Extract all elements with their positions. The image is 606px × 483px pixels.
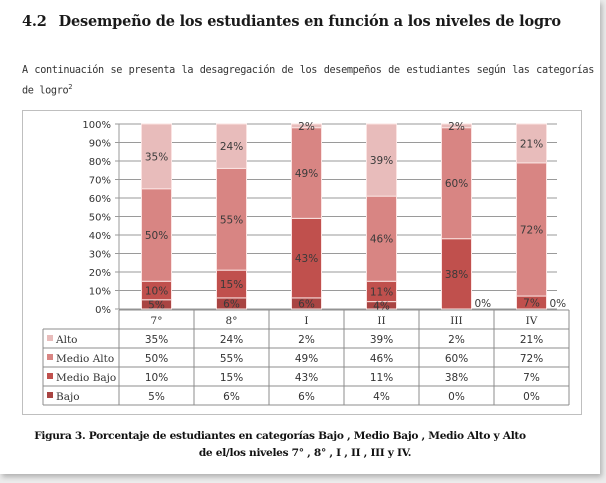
y-tick-label: 50% xyxy=(89,213,111,224)
data-label: 2% xyxy=(298,121,315,133)
x-category-label: I xyxy=(304,315,308,327)
bar-segment-alto xyxy=(516,123,547,164)
table-cell: 4% xyxy=(373,391,390,403)
table-cell: 35% xyxy=(145,334,168,346)
caption-line-1: Figura 3. Porcentaje de estudiantes en c… xyxy=(34,430,526,442)
bar-segment-medio-alto xyxy=(141,188,172,282)
x-category-label: 7° xyxy=(151,315,163,327)
bar-segment-alto xyxy=(216,123,247,169)
bar-segment-medio-alto xyxy=(516,162,547,297)
legend-label: Medio Alto xyxy=(56,353,114,365)
bar-segment-alto xyxy=(141,123,172,190)
data-label: 43% xyxy=(295,253,318,265)
y-tick-label: 80% xyxy=(89,157,111,168)
stacked-bar-chart: 0%10%20%30%40%50%60%70%80%90%100%5%10%50… xyxy=(42,120,570,406)
bar-segment-alto xyxy=(441,123,472,129)
data-label: 11% xyxy=(370,286,393,298)
bar-segment-alto xyxy=(366,123,397,197)
data-label: 7% xyxy=(523,298,540,310)
data-label: 24% xyxy=(220,141,243,153)
data-label: 38% xyxy=(445,269,468,281)
bar-segment-medio-bajo xyxy=(291,217,322,299)
document-page: 4.2 Desempeño de los estudiantes en funci… xyxy=(0,0,600,474)
table-cell: 39% xyxy=(370,334,393,346)
data-label: 6% xyxy=(298,298,315,310)
data-label: 10% xyxy=(145,286,168,298)
intro-text: A continuación se presenta la desagregac… xyxy=(22,65,594,97)
intro-paragraph: A continuación se presenta la desagregac… xyxy=(22,63,594,99)
data-label: 0% xyxy=(475,298,492,310)
table-cell: 2% xyxy=(448,334,465,346)
table-cell: 49% xyxy=(295,353,318,365)
y-tick-label: 0% xyxy=(95,305,111,316)
legend-label: Bajo xyxy=(56,391,80,403)
table-cell: 24% xyxy=(220,334,243,346)
y-tick-label: 40% xyxy=(89,231,111,242)
data-label: 6% xyxy=(223,298,240,310)
data-label: 35% xyxy=(145,151,168,163)
table-cell: 5% xyxy=(148,391,165,403)
data-label: 50% xyxy=(145,230,168,242)
table-cell: 6% xyxy=(298,391,315,403)
data-label: 46% xyxy=(370,234,393,246)
y-tick-label: 100% xyxy=(82,120,111,131)
table-cell: 55% xyxy=(220,353,243,365)
legend-swatch xyxy=(47,392,53,398)
data-label: 5% xyxy=(148,299,165,311)
data-label: 60% xyxy=(445,178,468,190)
legend-label: Medio Bajo xyxy=(56,372,116,384)
table-cell: 10% xyxy=(145,372,168,384)
bar-segment-alto xyxy=(291,123,322,129)
table-cell: 6% xyxy=(223,391,240,403)
table-cell: 0% xyxy=(523,391,540,403)
table-cell: 7% xyxy=(523,372,540,384)
table-cell: 72% xyxy=(520,353,543,365)
table-cell: 46% xyxy=(370,353,393,365)
bar-segment-medio-alto xyxy=(291,127,322,219)
legend-label: Alto xyxy=(55,334,77,346)
footnote-marker: 2 xyxy=(68,83,73,91)
data-label: 4% xyxy=(373,300,390,312)
y-tick-label: 60% xyxy=(89,194,111,205)
data-label: 0% xyxy=(550,298,567,310)
legend-swatch xyxy=(47,335,53,341)
data-label: 21% xyxy=(520,138,543,150)
data-label: 55% xyxy=(220,214,243,226)
y-tick-label: 20% xyxy=(89,268,111,279)
caption-line-2: de el/los niveles 7° , 8° , I , II , III… xyxy=(198,447,412,459)
bar-segment-medio-alto xyxy=(216,167,247,271)
figure-caption: Figura 3. Porcentaje de estudiantes en c… xyxy=(0,428,600,462)
legend-swatch xyxy=(47,373,53,379)
bar-segment-medio-alto xyxy=(366,195,397,282)
section-number: 4.2 xyxy=(22,13,47,30)
y-tick-label: 30% xyxy=(89,250,111,261)
table-cell: 38% xyxy=(445,372,468,384)
table-cell: 15% xyxy=(220,372,243,384)
x-category-label: II xyxy=(377,315,385,327)
x-category-label: III xyxy=(450,315,462,327)
data-label: 49% xyxy=(295,168,318,180)
section-heading: 4.2 Desempeño de los estudiantes en funci… xyxy=(22,13,561,30)
table-cell: 0% xyxy=(448,391,465,403)
y-tick-label: 10% xyxy=(89,287,111,298)
data-label: 15% xyxy=(220,279,243,291)
chart-container: 0% 10% 20% 30% 40% 50% 60% 70% 80% 90% 100% 5% 10% 50… xyxy=(22,110,582,415)
data-label: 2% xyxy=(448,121,465,133)
bar-segment-medio-bajo xyxy=(216,269,247,299)
section-title: Desempeño de los estudiantes en función … xyxy=(58,13,561,30)
data-label: 39% xyxy=(370,155,393,167)
y-tick-label: 90% xyxy=(89,139,111,150)
table-cell: 21% xyxy=(520,334,543,346)
table-cell: 60% xyxy=(445,353,468,365)
data-label: 72% xyxy=(520,224,543,236)
x-category-label: IV xyxy=(526,315,538,327)
table-cell: 2% xyxy=(298,334,315,346)
x-category-label: 8° xyxy=(226,315,238,327)
table-cell: 50% xyxy=(145,353,168,365)
y-tick-label: 70% xyxy=(89,176,111,187)
legend-swatch xyxy=(47,354,53,360)
table-cell: 11% xyxy=(370,372,393,384)
table-cell: 43% xyxy=(295,372,318,384)
